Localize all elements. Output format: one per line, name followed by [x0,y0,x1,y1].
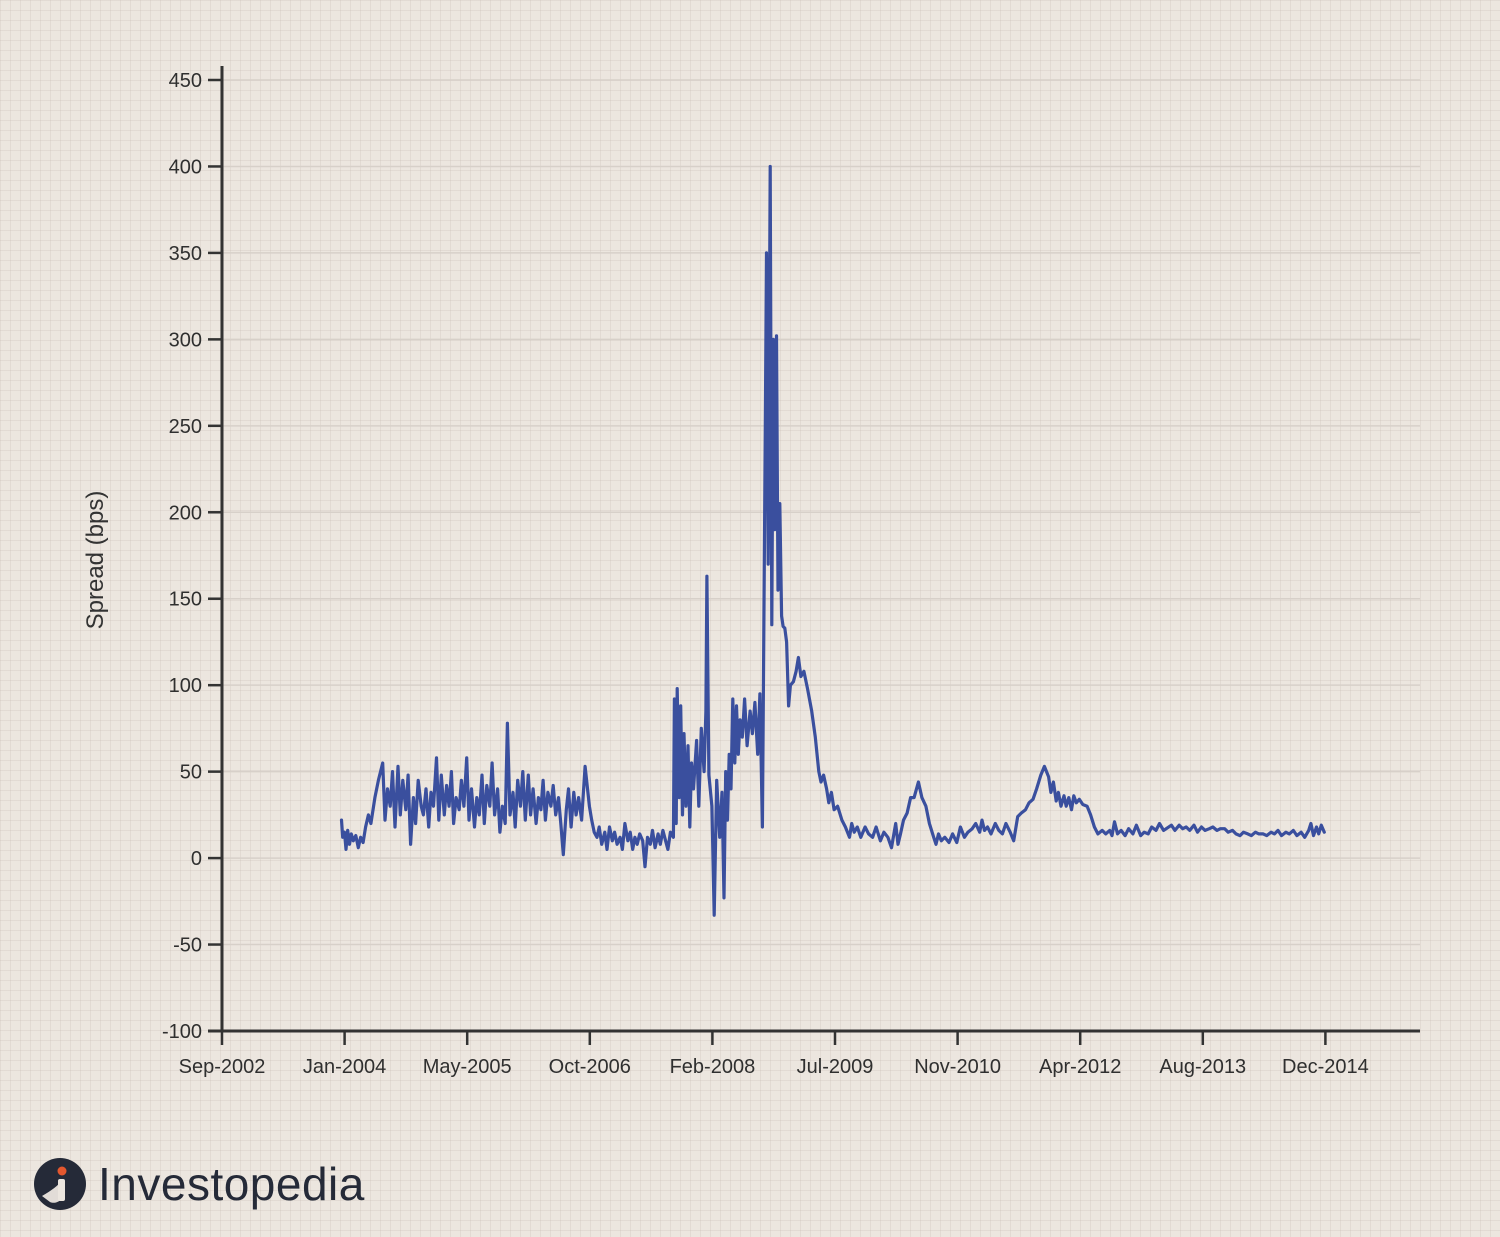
y-ticks: -100 -50 0 50 100 150 200 250 300 350 400 450 [162,70,222,1043]
x-tick-label: Dec-2014 [1282,1056,1369,1078]
investopedia-logo-icon [34,1158,86,1210]
x-tick-label: Nov-2010 [914,1056,1001,1078]
y-tick-label: 300 [169,329,202,351]
y-tick-label: 0 [191,848,202,870]
x-tick-label: Sep-2002 [179,1056,266,1078]
series-group [339,164,1326,917]
brand-name: Investopedia [98,1158,365,1210]
gridlines [222,79,1420,946]
x-tick-label: Jul-2009 [797,1056,874,1078]
x-tick-label: Oct-2006 [549,1056,631,1078]
x-tick-label: Aug-2013 [1159,1056,1246,1078]
y-tick-label: -50 [173,935,202,957]
y-tick-label: 150 [169,589,202,611]
x-ticks: Sep-2002 Jan-2004 May-2005 Oct-2006 Feb-2008… [179,1031,1369,1078]
axes [208,66,1420,1033]
y-tick-label: 350 [169,243,202,265]
y-tick-label: 400 [169,156,202,178]
series-line-0 [339,164,1326,917]
brand-logo: Investopedia [32,1155,365,1213]
x-tick-label: Feb-2008 [670,1056,756,1078]
y-tick-label: -100 [162,1021,202,1043]
y-tick-label: 200 [169,502,202,524]
y-tick-label: 50 [180,762,202,784]
y-tick-label: 250 [169,416,202,438]
y-tick-label: 100 [169,675,202,697]
x-tick-label: Jan-2004 [303,1056,386,1078]
x-tick-label: May-2005 [423,1056,512,1078]
y-axis-title: Spread (bps) [82,491,109,630]
x-tick-label: Apr-2012 [1039,1056,1121,1078]
y-tick-label: 450 [169,70,202,92]
